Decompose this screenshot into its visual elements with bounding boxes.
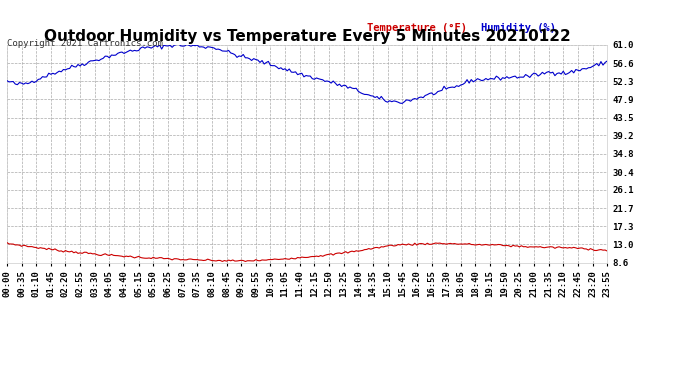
Text: Humidity (%): Humidity (%) [481, 23, 556, 33]
Text: Copyright 2021 Cartronics.com: Copyright 2021 Cartronics.com [7, 39, 163, 48]
Title: Outdoor Humidity vs Temperature Every 5 Minutes 20210122: Outdoor Humidity vs Temperature Every 5 … [43, 29, 571, 44]
Text: Temperature (°F): Temperature (°F) [367, 23, 467, 33]
